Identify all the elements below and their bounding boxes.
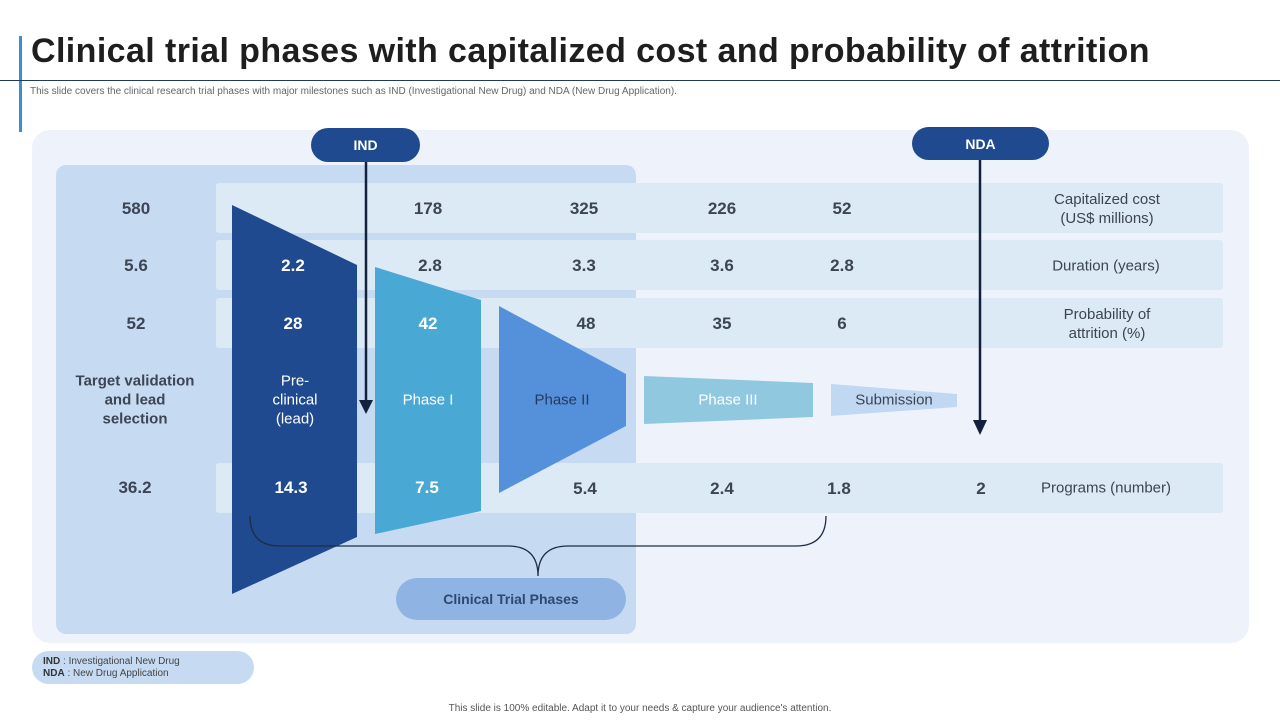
clinical-trial-phases-pill: Clinical Trial Phases: [396, 578, 626, 620]
attrition-phase3-value: 35: [712, 314, 732, 333]
duration-target-value: 5.6: [124, 256, 148, 275]
stage-shape-phase3: [644, 376, 813, 424]
attrition-submission-value: 6: [837, 314, 847, 333]
programs-phase2-value: 5.4: [573, 479, 597, 498]
attrition-target-value: 52: [126, 314, 146, 333]
row-label-attrition: Probability of attrition (%): [1063, 306, 1151, 342]
attrition-preclinical-value: 28: [283, 314, 303, 333]
duration-preclinical-value: 2.2: [281, 256, 305, 275]
programs-phase3-value: 2.4: [710, 479, 734, 498]
cost-phase3-value: 226: [707, 199, 737, 218]
cost-phase1-value: 178: [413, 199, 443, 218]
attrition-phase1-value: 42: [418, 314, 438, 333]
legend-ind-entry: IND : Investigational New Drug: [43, 656, 180, 667]
attrition-phase2-value: 48: [576, 314, 596, 333]
duration-phase2-value: 3.3: [572, 256, 596, 275]
programs-preclinical-value: 14.3: [274, 478, 308, 497]
cost-phase2-value: 325: [569, 199, 599, 218]
row-band-cost: [216, 183, 1223, 233]
programs-target-value: 36.2: [118, 478, 152, 497]
stage-shape-phase1: [375, 267, 481, 534]
stage-label-phase1: Phase I: [402, 391, 454, 409]
duration-submission-value: 2.8: [830, 256, 854, 275]
stage-label-target-validation: Target validation and lead selection: [75, 372, 195, 428]
stage-label-phase2: Phase II: [534, 391, 590, 409]
cost-submission-value: 52: [832, 199, 852, 218]
ind-arrow-head: [359, 400, 373, 414]
footer-note: This slide is 100% editable. Adapt it to…: [448, 703, 832, 714]
cost-target-value: 580: [121, 199, 151, 218]
stage-shape-preclinical: [232, 205, 357, 594]
ind-milestone-pill: IND: [311, 128, 420, 162]
nda-milestone-pill: NDA: [912, 127, 1049, 160]
programs-nda-value: 2: [976, 479, 986, 498]
stage-shape-submission: [831, 384, 957, 416]
clinical-phases-brace: [249, 515, 827, 577]
title-divider: [0, 80, 1280, 81]
legend-nda-entry: NDA : New Drug Application: [43, 668, 169, 679]
row-label-programs: Programs (number): [1040, 479, 1172, 497]
stage-label-submission: Submission: [855, 391, 933, 409]
title-accent-bar: [19, 36, 22, 132]
row-label-duration: Duration (years): [1052, 257, 1160, 275]
programs-submission-value: 1.8: [827, 479, 851, 498]
stage-label-preclinical: Pre- clinical (lead): [272, 372, 318, 428]
duration-phase3-value: 3.6: [710, 256, 734, 275]
duration-phase1-value: 2.8: [418, 256, 442, 275]
nda-arrow-head: [973, 420, 987, 435]
abbreviation-legend: IND : Investigational New Drug NDA : New…: [32, 651, 254, 684]
programs-phase1-value: 7.5: [415, 478, 439, 497]
row-label-capitalized-cost: Capitalized cost (US$ millions): [1054, 191, 1160, 227]
stage-shape-phase2: [499, 306, 626, 493]
page-title: Clinical trial phases with capitalized c…: [31, 32, 1150, 70]
stage-label-phase3: Phase III: [698, 391, 758, 409]
page-subtitle: This slide covers the clinical research …: [30, 86, 677, 97]
